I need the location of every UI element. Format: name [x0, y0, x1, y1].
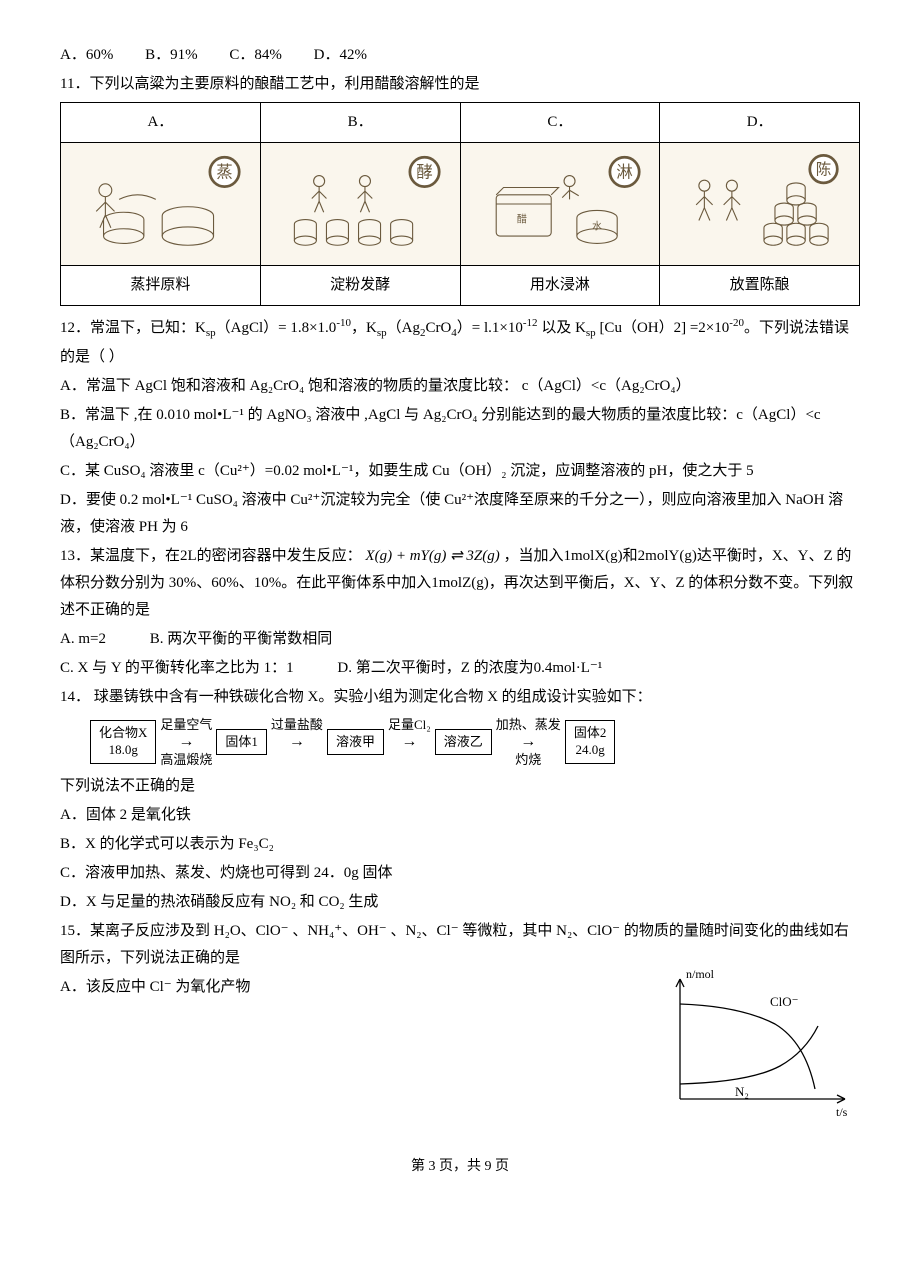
q13-s1: 13．某温度下，在2L的密闭容器中发生反应： [60, 548, 362, 564]
q14-flow: 化合物X 18.0g 足量空气 → 高温煅烧 固体1 过量盐酸 → 溶液甲 足量… [90, 717, 860, 767]
svg-text:水: 水 [591, 221, 601, 233]
flow-arrow-4: → [496, 732, 561, 751]
q13-opt-b: B. 两次平衡的平衡常数相同 [150, 626, 333, 653]
q11-cap-b: 淀粉发酵 [260, 266, 460, 306]
q12-s7: 以及 K [538, 320, 586, 336]
q11-cap-c: 用水浸淋 [460, 266, 660, 306]
flow-box-4: 溶液乙 [435, 729, 492, 756]
graph-l2: N₂ [735, 1084, 749, 1099]
q10-opt-c: C．84% [229, 47, 282, 63]
q13-opt-d: D. 第二次平衡时，Z 的浓度为0.4mol·L⁻¹ [337, 655, 602, 682]
flow-b5-l1: 固体2 [574, 725, 607, 742]
flow-l4t: 加热、蒸发 [496, 717, 561, 733]
flow-lab-2: 过量盐酸 → [271, 717, 323, 767]
flow-b1-l2: 18.0g [99, 742, 147, 759]
q11-img-a: 蒸 [61, 143, 261, 266]
q11-img-b: 酵 [260, 143, 460, 266]
flow-box-5: 固体2 24.0g [565, 720, 616, 764]
q12-s2: （AgCl）= 1.8×1.0 [216, 320, 337, 336]
flow-lab-3: 足量Cl₂ → [388, 717, 431, 767]
flow-lab-1: 足量空气 → 高温煅烧 [160, 717, 212, 767]
page-footer: 第 3 页，共 9 页 [60, 1154, 860, 1179]
q11-head-c: C． [460, 103, 660, 143]
q12-opt-b: B．常温下 ,在 0.010 mol•L⁻¹ 的 AgNO₃ 溶液中 ,AgCl… [60, 402, 860, 456]
flow-arrow-2: → [271, 732, 323, 751]
q11-table: A． B． C． D． 蒸 [60, 102, 860, 306]
graph-ylab: n/mol [686, 967, 715, 981]
q11-cap-a: 蒸拌原料 [61, 266, 261, 306]
q10-opt-b: B．91% [145, 47, 198, 63]
graph-l1: ClO⁻ [770, 994, 799, 1009]
flow-l4b: 灼烧 [496, 752, 561, 768]
flow-l2t: 过量盐酸 [271, 717, 323, 733]
q15-graph: n/mol t/s ClO⁻ N₂ [650, 964, 860, 1124]
q11-badge-a: 蒸 [216, 162, 233, 181]
q12-s8: [Cu（OH）2] =2×10 [596, 320, 730, 336]
flow-b5-l2: 24.0g [574, 742, 607, 759]
q10-opt-a: A．60% [60, 47, 113, 63]
graph-xlab: t/s [836, 1105, 848, 1119]
q13-stem: 13．某温度下，在2L的密闭容器中发生反应： X(g) + mY(g) ⇌ 3Z… [60, 543, 860, 624]
q10-opt-d: D．42% [314, 47, 367, 63]
q12-opt-c: C．某 CuSO₄ 溶液里 c（Cu²⁺）=0.02 mol•L⁻¹，如要生成 … [60, 458, 860, 485]
flow-b1-l1: 化合物X [99, 725, 147, 742]
q12-opt-d: D．要使 0.2 mol•L⁻¹ CuSO₄ 溶液中 Cu²⁺沉淀较为完全（使 … [60, 487, 860, 541]
q13-ab: A. m=2 B. 两次平衡的平衡常数相同 [60, 626, 860, 653]
q13-cd: C. X 与 Y 的平衡转化率之比为 1：1 D. 第二次平衡时，Z 的浓度为0… [60, 655, 860, 682]
flow-l1t: 足量空气 [160, 717, 212, 733]
q14-opt-b: B．X 的化学式可以表示为 Fe₃C₂ [60, 831, 860, 858]
q12-s3: ，K [351, 320, 377, 336]
svg-text:醋: 醋 [516, 212, 526, 225]
flow-l1b: 高温煅烧 [160, 752, 212, 768]
q14-opt-d: D．X 与足量的热浓硝酸反应有 NO₂ 和 CO₂ 生成 [60, 889, 860, 916]
flow-box-2: 固体1 [216, 729, 267, 756]
q11-badge-d: 陈 [816, 161, 832, 179]
q11-img-d: 陈 [660, 143, 860, 266]
q11-badge-c: 淋 [616, 162, 633, 181]
flow-lab-4: 加热、蒸发 → 灼烧 [496, 717, 561, 767]
q12-s5: CrO [425, 320, 451, 336]
flow-l3t: 足量Cl₂ [388, 717, 431, 733]
q11-cap-d: 放置陈酿 [660, 266, 860, 306]
flow-arrow-3: → [388, 732, 431, 751]
q12-s1: 12．常温下，已知：K [60, 320, 206, 336]
q11-img-c: 醋 水 淋 [460, 143, 660, 266]
q14-opt-c: C．溶液甲加热、蒸发、灼烧也可得到 24．0g 固体 [60, 860, 860, 887]
q11-stem: 11．下列以高粱为主要原料的酿醋工艺中，利用醋酸溶解性的是 [60, 71, 860, 98]
q14-opt-a: A．固体 2 是氧化铁 [60, 802, 860, 829]
flow-box-3: 溶液甲 [327, 729, 384, 756]
q12-s6: ）= l.1×10 [457, 320, 523, 336]
flow-arrow-1: → [160, 732, 212, 751]
q12-opt-a: A．常温下 AgCl 饱和溶液和 Ag₂CrO₄ 饱和溶液的物质的量浓度比较： … [60, 373, 860, 400]
q11-head-d: D． [660, 103, 860, 143]
q13-eq: X(g) + mY(g) ⇌ 3Z(g) [365, 548, 499, 564]
q11-head-b: B． [260, 103, 460, 143]
flow-box-1: 化合物X 18.0g [90, 720, 156, 764]
q14-stem: 14． 球墨铸铁中含有一种铁碳化合物 X。实验小组为测定化合物 X 的组成设计实… [60, 684, 860, 711]
q11-badge-b: 酵 [416, 162, 433, 181]
q12-s4: （Ag [387, 320, 420, 336]
q10-options: A．60% B．91% C．84% D．42% [60, 42, 860, 69]
q12-stem: 12．常温下，已知：Ksp（AgCl）= 1.8×1.0-10，Ksp（Ag2C… [60, 314, 860, 371]
q13-opt-c: C. X 与 Y 的平衡转化率之比为 1：1 [60, 655, 294, 682]
q14-post: 下列说法不正确的是 [60, 773, 860, 800]
q11-head-a: A． [61, 103, 261, 143]
q13-opt-a: A. m=2 [60, 626, 106, 653]
